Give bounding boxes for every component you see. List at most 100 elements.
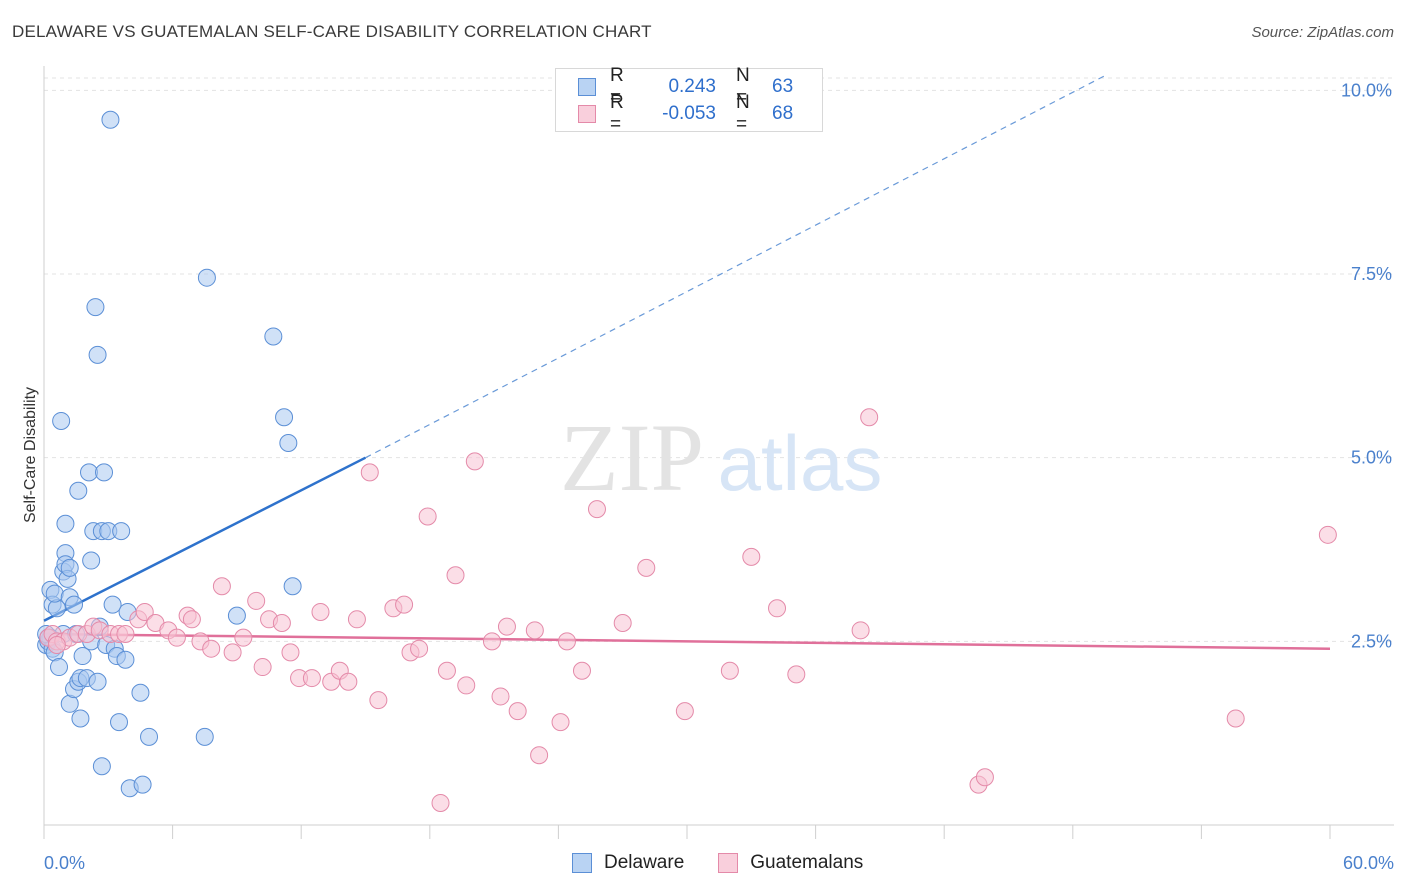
data-point — [197, 268, 216, 287]
series-delaware — [37, 110, 302, 798]
data-point — [80, 463, 99, 482]
data-point — [247, 591, 266, 610]
data-point — [530, 746, 549, 765]
y-tick-label: 10.0% — [1341, 80, 1392, 100]
n-label: N = — [736, 65, 750, 108]
trend-line-guatemalans — [43, 632, 1331, 650]
data-point — [339, 672, 358, 691]
r-label: R = — [610, 92, 624, 135]
legend-swatch-delaware — [578, 78, 596, 96]
data-point — [369, 691, 388, 710]
data-point — [457, 676, 476, 695]
legend-label-delaware: Delaware — [604, 852, 685, 873]
data-point — [395, 595, 414, 614]
watermark: ZIP atlas — [560, 404, 882, 511]
legend-row-guatemalans: R = -0.053 N = 68 — [578, 92, 794, 135]
data-point — [182, 610, 201, 629]
data-point — [360, 463, 379, 482]
r-value: -0.053 — [662, 103, 716, 124]
legend-label-guatemalans: Guatemalans — [750, 852, 864, 873]
trend-line-delaware-extension — [365, 75, 1106, 459]
legend-item-delaware: Delaware — [572, 852, 684, 874]
data-point — [437, 661, 456, 680]
data-point — [1226, 709, 1245, 728]
n-label: N = — [736, 92, 750, 135]
data-point — [742, 547, 761, 566]
source-label: Source: ZipAtlas.com — [1251, 24, 1394, 41]
data-point — [116, 624, 135, 643]
gridlines — [44, 77, 1394, 642]
legend-item-guatemalans: Guatemalans — [718, 852, 863, 874]
data-point — [140, 727, 159, 746]
data-point — [431, 793, 450, 812]
data-point — [557, 632, 576, 651]
data-point — [88, 672, 107, 691]
n-value: 63 — [772, 76, 794, 97]
data-point — [167, 628, 186, 647]
data-point — [272, 613, 291, 632]
n-value: 68 — [772, 103, 794, 124]
data-point — [82, 551, 101, 570]
data-point — [975, 768, 994, 787]
data-point — [491, 687, 510, 706]
data-point — [302, 669, 321, 688]
data-point — [446, 566, 465, 585]
data-point — [45, 584, 64, 603]
data-point — [311, 602, 330, 621]
r-label: R = — [610, 65, 624, 108]
data-point — [69, 481, 88, 500]
data-point — [71, 709, 90, 728]
trend-line-delaware — [43, 456, 367, 622]
r-value: 0.243 — [668, 76, 716, 97]
legend-swatch-guatemalans — [718, 853, 739, 873]
data-point — [720, 661, 739, 680]
series-legend: Delaware Guatemalans — [572, 852, 897, 874]
data-point — [56, 514, 75, 533]
data-point — [195, 727, 214, 746]
data-point — [787, 665, 806, 684]
data-point — [131, 683, 150, 702]
data-point — [525, 621, 544, 640]
series-guatemalans — [39, 408, 1337, 812]
data-point — [418, 507, 437, 526]
tick-labels: 2.5% 5.0% 7.5% 10.0% 0.0% 60.0% — [44, 80, 1394, 873]
data-point — [572, 661, 591, 680]
data-point — [281, 643, 300, 662]
data-point — [253, 658, 272, 677]
y-tick-label: 5.0% — [1351, 448, 1392, 468]
correlation-legend: R = 0.243 N = 63 R = -0.053 N = 68 — [555, 65, 823, 135]
data-point — [482, 632, 501, 651]
data-point — [212, 577, 231, 596]
data-point — [60, 558, 79, 577]
data-point — [73, 647, 92, 666]
data-point — [227, 606, 246, 625]
data-point — [95, 463, 114, 482]
data-point — [275, 408, 294, 427]
watermark-atlas: atlas — [718, 419, 883, 507]
data-point — [851, 621, 870, 640]
data-point — [613, 613, 632, 632]
y-tick-label: 7.5% — [1351, 264, 1392, 284]
y-axis-title: Self-Care Disability — [22, 387, 39, 523]
data-point — [112, 522, 131, 541]
data-points — [37, 110, 1337, 812]
legend-row-delaware: R = 0.243 N = 63 — [578, 65, 794, 108]
data-point — [347, 610, 366, 629]
y-tick-label: 2.5% — [1351, 631, 1392, 651]
data-point — [135, 602, 154, 621]
data-point — [465, 452, 484, 471]
data-point — [88, 345, 107, 364]
x-tick-label: 60.0% — [1343, 853, 1394, 873]
data-point — [860, 408, 879, 427]
data-point — [551, 713, 570, 732]
data-point — [116, 650, 135, 669]
data-point — [86, 298, 105, 317]
data-point — [92, 757, 111, 776]
data-point — [497, 617, 516, 636]
data-point — [675, 702, 694, 721]
data-point — [637, 558, 656, 577]
x-tick-label: 0.0% — [44, 853, 85, 873]
data-point — [223, 643, 242, 662]
data-point — [202, 639, 221, 658]
